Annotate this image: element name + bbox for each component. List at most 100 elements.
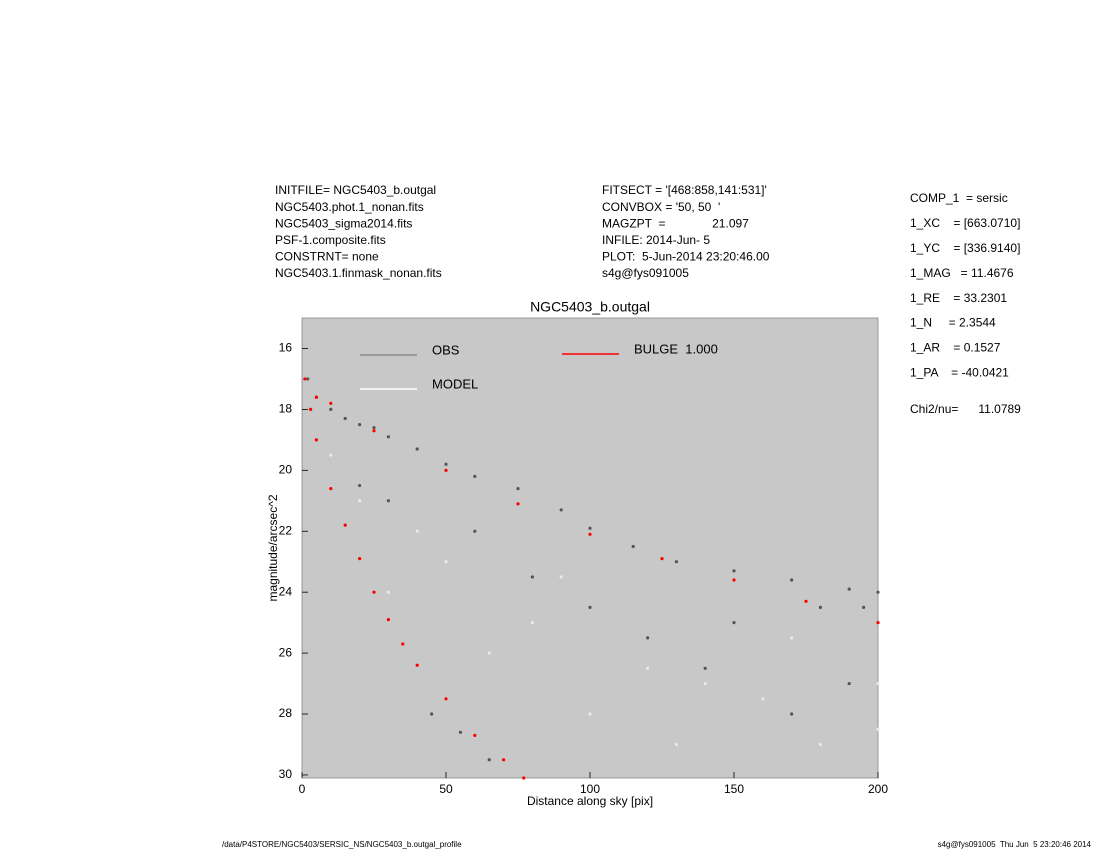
data-point [386, 617, 390, 622]
header-left-line: CONSTRNT= none [275, 250, 379, 264]
data-point [358, 423, 362, 427]
parameter-line: 1_AR = 0.1527 [910, 341, 1001, 355]
data-point [329, 407, 333, 411]
data-point [487, 758, 491, 762]
data-point [732, 569, 736, 573]
data-point [516, 502, 520, 506]
data-point [522, 776, 526, 780]
data-point [559, 575, 563, 579]
plot-area [301, 317, 879, 779]
data-point [415, 663, 419, 667]
data-point [430, 712, 434, 716]
parameter-line: 1_YC = [336.9140] [910, 241, 1020, 255]
data-point [790, 636, 794, 640]
parameter-line: COMP_1 = sersic [910, 191, 1008, 205]
y-tick-label: 26 [279, 645, 293, 659]
data-point [876, 727, 880, 731]
data-point [415, 447, 419, 451]
x-tick-label: 200 [868, 782, 888, 796]
parameter-line: 1_PA = -40.0421 [910, 365, 1009, 379]
data-point [876, 681, 880, 686]
data-point [530, 575, 535, 579]
data-point [559, 508, 563, 512]
header-middle-line: s4g@fys091005 [602, 266, 689, 280]
data-point [674, 560, 679, 564]
data-point [358, 483, 362, 488]
series-points [306, 377, 880, 762]
data-point [444, 468, 448, 472]
series-points [329, 453, 880, 747]
data-point [588, 526, 592, 530]
data-point [804, 599, 808, 603]
data-point [306, 377, 310, 381]
header-middle-line: FITSECT = '[468:858,141:531]' [602, 183, 767, 197]
data-point [329, 453, 333, 457]
y-tick-label: 28 [279, 706, 293, 720]
data-point [358, 557, 362, 561]
legend-label: OBS [432, 342, 460, 357]
legend-label: BULGE 1.000 [634, 341, 718, 356]
series-points [303, 377, 880, 780]
data-point [329, 486, 333, 491]
data-point [876, 621, 880, 625]
data-point [732, 578, 736, 582]
parameter-line: 1_XC = [663.0710] [910, 216, 1020, 230]
data-point [761, 697, 765, 701]
y-tick-label: 22 [279, 523, 293, 537]
footer-left: /data/P4STORE/NGC5403/SERSIC_NS/NGC5403_… [222, 840, 462, 849]
data-point [329, 401, 333, 405]
data-point [473, 474, 477, 479]
data-point [343, 416, 347, 421]
data-point [487, 651, 491, 655]
y-tick-label: 24 [279, 584, 293, 598]
data-point [732, 621, 736, 625]
data-point [314, 438, 318, 442]
data-point [790, 712, 794, 716]
data-point [588, 712, 592, 716]
y-tick-label: 30 [279, 767, 293, 781]
data-point [303, 377, 307, 381]
data-point [309, 407, 313, 411]
x-tick-label: 0 [299, 782, 306, 796]
data-point [631, 544, 635, 549]
header-middle-line: INFILE: 2014-Jun- 5 [602, 233, 710, 247]
y-tick-label: 20 [279, 462, 293, 476]
data-point [458, 730, 462, 734]
data-point [372, 429, 376, 433]
data-point [372, 590, 376, 594]
header-left-line: NGC5403.1.finmask_nonan.fits [275, 266, 442, 280]
data-point [502, 758, 506, 762]
data-point [703, 681, 707, 686]
footer-right: s4g@fys091005 Thu Jun 5 23:20:46 2014 [938, 840, 1092, 849]
header-left-line: NGC5403_sigma2014.fits [275, 216, 412, 230]
data-point [444, 560, 448, 564]
data-point [862, 605, 866, 610]
header-middle-line: PLOT: 5-Jun-2014 23:20:46.00 [602, 250, 770, 264]
data-point [386, 590, 390, 594]
data-point [473, 733, 477, 737]
data-point [876, 590, 880, 594]
data-point [473, 529, 477, 533]
x-tick-label: 150 [724, 782, 744, 796]
data-point [588, 605, 592, 610]
data-point [401, 642, 405, 646]
parameter-line: 1_RE = 33.2301 [910, 291, 1007, 305]
data-point [646, 666, 650, 670]
data-point [314, 395, 318, 399]
data-point [415, 529, 419, 533]
data-point [847, 587, 851, 591]
data-point [818, 605, 823, 610]
header-middle-line: CONVBOX = '50, 50 ' [602, 200, 720, 214]
data-point [372, 426, 376, 430]
data-point [703, 666, 707, 670]
data-point [343, 523, 347, 527]
data-point [386, 435, 390, 439]
parameter-line: 1_N = 2.3544 [910, 316, 996, 330]
fit-statistic: Chi2/nu= 11.0789 [910, 402, 1021, 416]
x-tick-label: 50 [439, 782, 453, 796]
data-point [516, 486, 520, 491]
chart-title: NGC5403_b.outgal [530, 299, 650, 315]
data-point [818, 742, 823, 747]
y-tick-label: 16 [279, 341, 293, 355]
